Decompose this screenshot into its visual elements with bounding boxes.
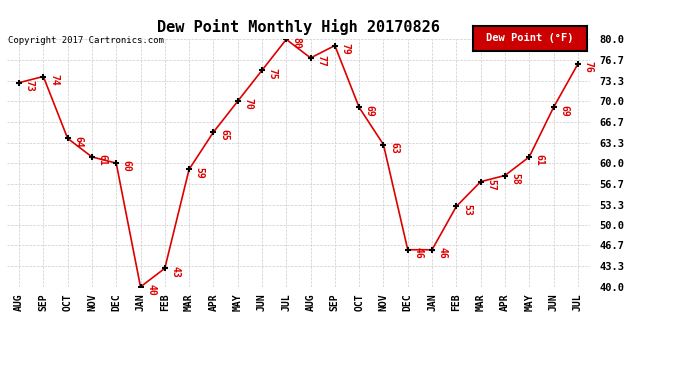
Text: 58: 58	[511, 173, 520, 184]
Text: 43: 43	[170, 266, 180, 277]
Text: 40: 40	[146, 284, 156, 296]
Title: Dew Point Monthly High 20170826: Dew Point Monthly High 20170826	[157, 20, 440, 35]
Text: 70: 70	[244, 99, 253, 110]
Text: 80: 80	[292, 37, 302, 48]
Text: Copyright 2017 Cartronics.com: Copyright 2017 Cartronics.com	[8, 36, 164, 45]
Text: 76: 76	[583, 62, 593, 73]
Text: Dew Point (°F): Dew Point (°F)	[486, 33, 573, 44]
Text: 61: 61	[97, 154, 108, 166]
Text: 65: 65	[219, 129, 229, 141]
Text: 46: 46	[437, 247, 448, 259]
Text: 53: 53	[462, 204, 472, 215]
Text: 79: 79	[340, 43, 351, 54]
Text: 73: 73	[25, 80, 34, 92]
Text: 75: 75	[268, 68, 277, 79]
Text: 46: 46	[413, 247, 423, 259]
Text: 64: 64	[73, 136, 83, 147]
Text: 60: 60	[121, 160, 132, 172]
Text: 57: 57	[486, 179, 496, 190]
Text: 69: 69	[559, 105, 569, 116]
Text: 69: 69	[365, 105, 375, 116]
Text: 74: 74	[49, 74, 59, 86]
Text: 77: 77	[316, 55, 326, 67]
Text: 63: 63	[389, 142, 399, 153]
Text: 59: 59	[195, 166, 205, 178]
Text: 61: 61	[535, 154, 545, 166]
